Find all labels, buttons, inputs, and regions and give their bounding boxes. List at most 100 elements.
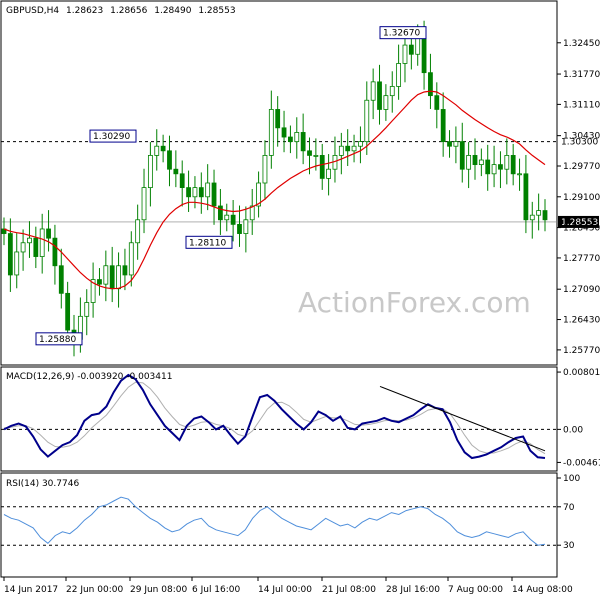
candle-body [358,141,363,147]
candle-body [1,228,7,234]
candle-body [313,155,319,157]
candle-body [160,145,166,152]
time-axis-label: 29 Jun 08:00 [130,585,187,595]
price-axis-label: 1.30430 [563,132,600,142]
ma-line [3,90,546,290]
price-axis-label: 1.32450 [563,39,600,49]
time-axis-label: 22 Jun 00:00 [66,585,123,595]
candle-body [167,150,172,170]
price-axis: 1.25770 1.26430 1.27090 1.27770 1.28430 1.291… [557,39,600,356]
candle-body [39,228,45,257]
candle-body [453,141,459,147]
candle-body [466,155,472,170]
candle-body [20,242,26,253]
price-callout-box [379,26,427,40]
candle-body [7,233,13,276]
candle-body [198,187,204,198]
candle-body [116,265,121,290]
candle-body [173,168,179,175]
candle-body [281,127,287,138]
candle-body [472,155,478,166]
time-axis-label: 14 Jun 2017 [4,585,58,595]
price-axis-label: 1.25770 [563,346,600,356]
candle-body [402,44,408,64]
candle-body [370,81,376,101]
candle-body [109,265,115,290]
candle-body [421,35,427,74]
current-price-box [558,215,599,228]
candle-body [428,72,433,97]
candle-body [103,265,109,285]
candle-body [52,237,58,267]
candle-body [408,44,414,55]
candle-body [345,145,351,152]
candle-body [275,109,281,129]
candle-body [319,155,325,179]
candle-body [230,214,236,225]
symbol-title: GBPUSD,H4 [6,6,59,16]
macd-trendline [379,385,546,452]
candle-body [434,95,440,110]
candle-body [523,173,529,221]
watermark: ActionForex.com [298,286,531,319]
macd-indicator: 0.008012 0.00 -0.004619 [1,368,600,468]
candle-body [504,155,510,170]
candle-body [288,136,293,143]
ohlc-open: 1.28623 [66,6,103,16]
time-axis-label: 14 Aug 08:00 [512,585,573,595]
candle-body [217,205,223,221]
candle-body [154,145,160,156]
candle-body [90,279,96,303]
price-callout-label: 1.32670 [383,29,420,39]
candle-body [268,109,274,156]
candle-body [338,145,344,156]
price-callout-label: 1.28110 [189,238,226,248]
candle-body [491,164,497,175]
candle-body [135,219,141,244]
candle-body [364,99,370,143]
candle-body [510,155,516,175]
price-axis-label: 1.27770 [563,254,600,264]
candle-body [186,187,191,198]
candle-body [529,214,535,221]
macd-header: MACD(12,26,9) -0.003920 -0.003411 [6,372,172,382]
current-price-label: 1.28553 [561,218,598,228]
candle-body [542,210,548,221]
time-axis-label: 21 Jul 08:00 [322,585,376,595]
time-axis-label: 14 Jul 00:00 [258,585,312,595]
candle-body [33,237,39,257]
candle-body [141,187,147,221]
price-axis-label: 1.31770 [563,70,600,80]
candle-body [205,182,211,198]
macd-axis-label: 0.00 [563,425,583,435]
candle-body [14,251,20,276]
candle-body [65,292,71,331]
price-callout-label: 1.30290 [93,132,130,142]
price-callout-box [89,129,137,143]
macd-axis-label: 0.008012 [563,368,600,378]
reference-level-box [558,135,599,148]
time-axis-label: 28 Jul 16:00 [386,585,440,595]
price-axis-label: 1.27090 [563,285,600,295]
candle-body [377,81,382,110]
candle-body [179,173,185,188]
ohlc-close: 1.28553 [198,6,235,16]
macd-panel-frame [0,366,558,472]
candle-body [192,187,198,198]
candle-body [249,205,255,221]
rsi-axis-label: 100 [563,474,580,484]
candle-body [478,159,484,166]
candle-body [536,210,542,216]
candle-body [224,214,230,221]
price-axis-label: 1.28430 [563,224,600,234]
candle-body [498,164,503,170]
candle-body [122,265,128,276]
time-axis-label: 7 Aug 00:00 [448,585,503,595]
candle-body [485,159,491,175]
price-axis-label: 1.29100 [563,193,600,203]
rsi-panel-frame [0,472,558,578]
price-panel-frame [0,0,558,366]
candle-body [256,182,261,207]
candle-body [396,63,402,87]
